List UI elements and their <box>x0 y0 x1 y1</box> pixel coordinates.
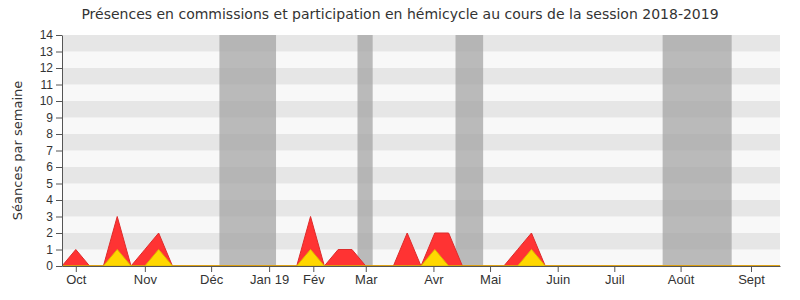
y-tick-mark <box>56 266 62 267</box>
x-tick-label: Jan 19 <box>250 272 289 287</box>
y-axis: 01234567891011121314 <box>40 28 63 273</box>
y-tick-label: 8 <box>46 127 53 141</box>
x-tick-mark <box>751 266 752 272</box>
x-tick-mark <box>614 266 615 272</box>
x-tick: Fév <box>303 266 325 287</box>
y-tick-label: 7 <box>46 144 53 158</box>
x-tick-label: Déc <box>200 272 224 287</box>
y-tick-label: 13 <box>40 45 54 59</box>
x-tick-mark <box>269 266 270 272</box>
y-tick: 11 <box>41 78 62 92</box>
y-tick-label: 0 <box>46 259 53 273</box>
y-tick-label: 2 <box>46 226 53 240</box>
x-tick-label: Oct <box>66 272 87 287</box>
y-tick-label: 5 <box>46 177 53 191</box>
x-tick-mark <box>211 266 212 272</box>
x-tick: Nov <box>134 266 158 287</box>
recess-band <box>219 35 276 266</box>
y-tick: 12 <box>40 61 62 75</box>
x-tick: Sept <box>738 266 765 287</box>
x-tick-mark <box>76 266 77 272</box>
y-tick-label: 10 <box>40 94 54 108</box>
y-tick-label: 1 <box>46 243 53 257</box>
x-tick-label: Nov <box>134 272 158 287</box>
y-tick: 6 <box>46 160 62 174</box>
y-tick-mark <box>56 68 62 69</box>
x-tick-label: Août <box>668 272 695 287</box>
x-tick-mark <box>145 266 146 272</box>
x-tick: Juil <box>605 266 625 287</box>
series-area <box>62 217 780 267</box>
y-tick-label: 11 <box>41 78 54 92</box>
x-tick: Avr <box>424 266 444 287</box>
x-tick-label: Sept <box>738 272 765 287</box>
y-tick: 1 <box>46 243 62 257</box>
y-tick: 7 <box>46 144 62 158</box>
y-tick-mark <box>56 167 62 168</box>
plot-area <box>62 35 780 266</box>
y-tick-mark <box>56 52 62 53</box>
y-tick-label: 14 <box>40 28 54 42</box>
y-tick-mark <box>56 35 62 36</box>
y-tick-label: 4 <box>46 193 53 207</box>
y-axis-line <box>62 36 63 267</box>
x-tick: Oct <box>66 266 87 287</box>
x-tick-label: Juin <box>546 272 570 287</box>
x-tick: Déc <box>200 266 224 287</box>
y-tick-mark <box>56 200 62 201</box>
x-tick-mark <box>490 266 491 272</box>
title: Présences en commissions et participatio… <box>81 6 718 22</box>
y-tick-label: 12 <box>40 61 54 75</box>
y-tick-label: 9 <box>46 111 53 125</box>
x-tick-label: Mar <box>355 272 378 287</box>
y-tick-mark <box>56 233 62 234</box>
y-tick: 5 <box>46 177 62 191</box>
y-tick: 2 <box>46 226 62 240</box>
y-tick-mark <box>56 134 62 135</box>
y-tick-label: 6 <box>46 160 53 174</box>
x-tick-label: Mai <box>480 272 501 287</box>
x-tick-label: Fév <box>303 272 325 287</box>
y-tick-mark <box>56 250 62 251</box>
x-tick: Mai <box>480 266 501 287</box>
y-tick: 9 <box>46 111 62 125</box>
series-area <box>62 250 780 267</box>
y-tick-mark <box>56 217 62 218</box>
y-tick-mark <box>56 118 62 119</box>
y-tick: 13 <box>40 45 62 59</box>
y-tick: 8 <box>46 127 62 141</box>
y-tick: 14 <box>40 28 62 42</box>
x-tick: Jan 19 <box>250 266 289 287</box>
x-tick-label: Avr <box>424 272 444 287</box>
y-tick-mark <box>56 151 62 152</box>
recess-band <box>357 35 372 266</box>
x-axis: Oct Nov Déc Jan 19 Fév Mar Avr Mai Juin Juil Août S… <box>63 266 781 287</box>
x-tick-mark <box>313 266 314 272</box>
x-tick: Juin <box>546 266 570 287</box>
y-tick-mark <box>56 184 62 185</box>
x-tick-mark <box>681 266 682 272</box>
x-axis-line <box>63 266 781 267</box>
y-tick-mark <box>56 85 62 86</box>
recess-band <box>456 35 484 266</box>
y-tick: 10 <box>40 94 62 108</box>
y-tick: 4 <box>46 193 62 207</box>
y-tick-label: 3 <box>46 210 53 224</box>
y-tick: 3 <box>46 210 62 224</box>
x-tick: Mar <box>355 266 378 287</box>
y-tick-mark <box>56 101 62 102</box>
grid <box>62 35 780 266</box>
y-tick: 0 <box>46 259 62 273</box>
chart: Oct Nov Déc Jan 19 Fév Mar Avr Mai Juin Juil Août S… <box>0 0 800 300</box>
y-axis-title: Séances par semaine <box>10 81 25 220</box>
x-tick-mark <box>366 266 367 272</box>
x-tick-label: Juil <box>605 272 625 287</box>
recess-band <box>663 35 732 266</box>
x-tick-mark <box>433 266 434 272</box>
x-tick: Août <box>668 266 695 287</box>
x-tick-mark <box>558 266 559 272</box>
